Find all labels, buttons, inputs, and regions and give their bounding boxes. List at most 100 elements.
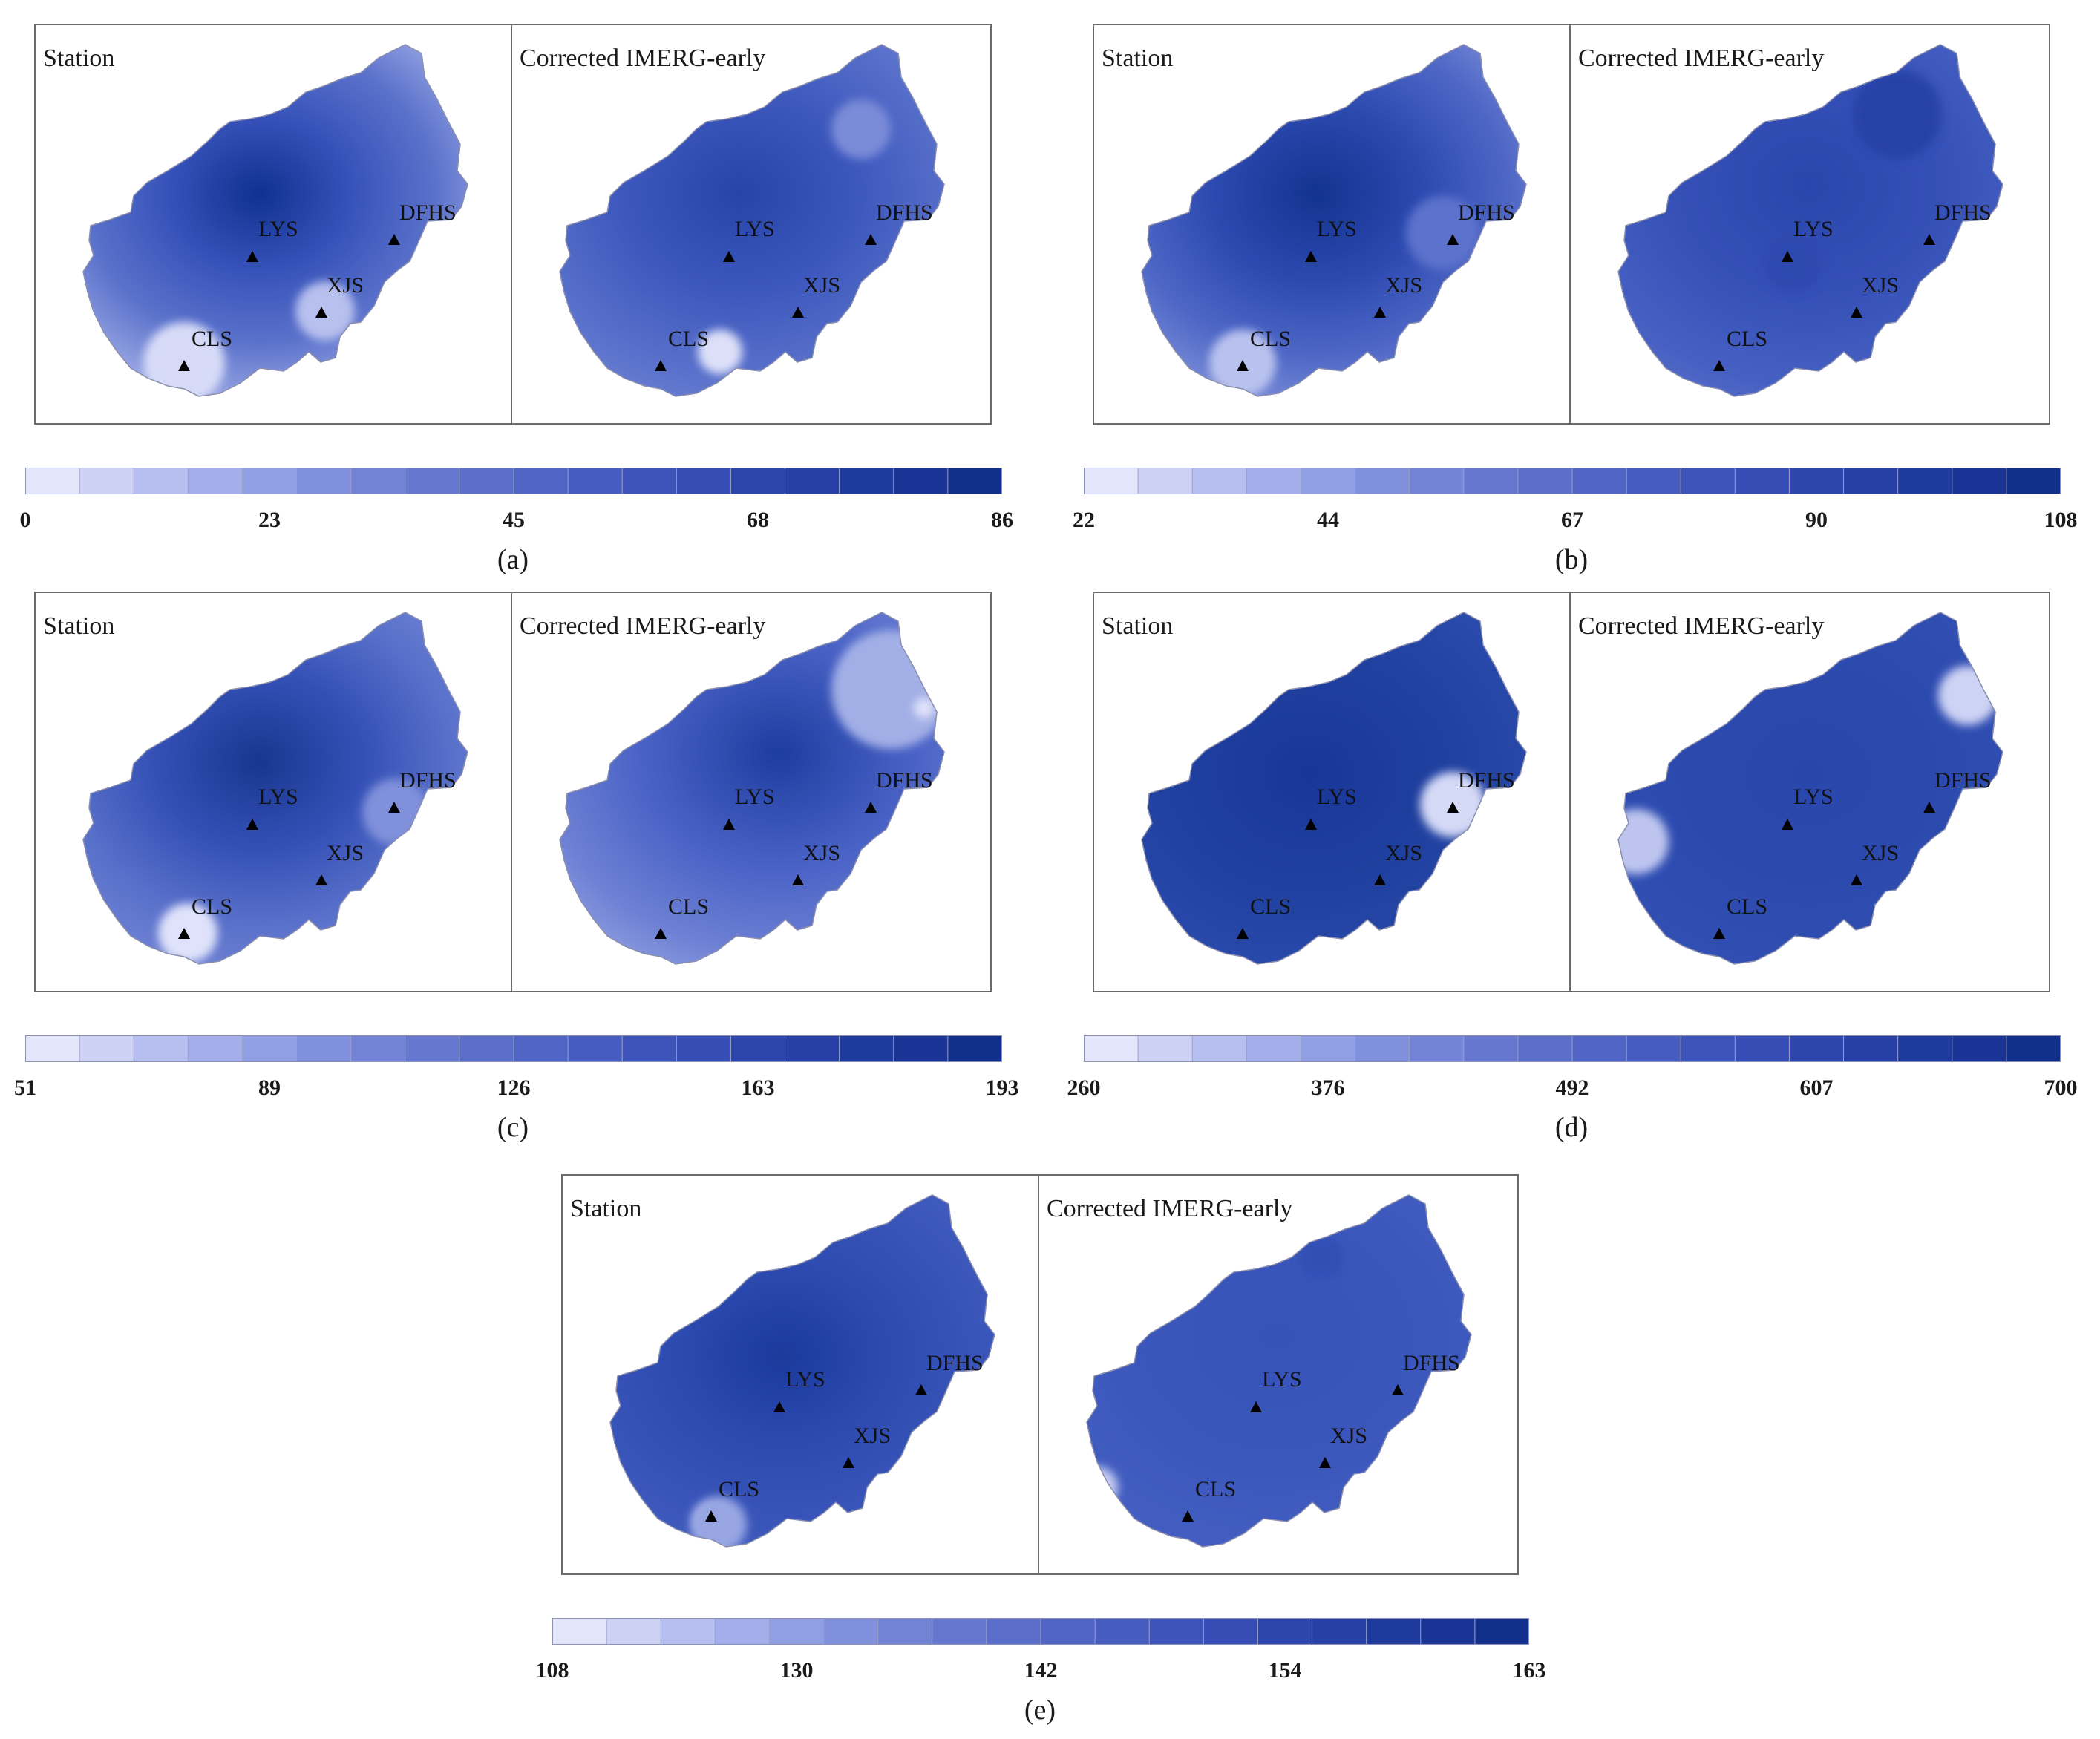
colorbar-tick-label: 44: [1317, 508, 1339, 532]
colorbar-step: [1138, 468, 1193, 494]
colorbar-tick-label: 22: [1073, 508, 1095, 532]
station-map: LYS DFHS XJS CLS Station: [1094, 25, 1569, 423]
colorbar-step: [823, 1618, 879, 1645]
station-label-cls: CLS: [1250, 327, 1291, 351]
colorbar-step: [1952, 1035, 2007, 1062]
colorbar-step: [1789, 1035, 1845, 1062]
colorbar-step: [1517, 1035, 1573, 1062]
colorbar-step: [1257, 1618, 1313, 1645]
colorbar-step: [1203, 1618, 1258, 1645]
station-label-cls: CLS: [192, 327, 232, 351]
rainfall-anomaly: [1299, 1235, 1344, 1280]
colorbar-step: [932, 1618, 987, 1645]
station-label-lys: LYS: [1317, 217, 1357, 241]
station-marker-cls: [655, 928, 667, 939]
station-label-dfhs: DFHS: [926, 1351, 984, 1375]
station-label-cls: CLS: [719, 1477, 759, 1501]
station-marker-lys: [1782, 819, 1793, 830]
colorbar-step: [1681, 468, 1736, 494]
station-marker-lys: [1305, 251, 1317, 262]
rainfall-anomaly: [1938, 666, 1998, 725]
colorbar-step: [1897, 1035, 1953, 1062]
basin-map-svg: LYS DFHS XJS CLS: [1617, 44, 2003, 397]
colorbar-tick-label: 126: [497, 1075, 531, 1100]
imerg-map-title: Corrected IMERG-early: [1578, 612, 1825, 640]
station-label-lys: LYS: [1793, 785, 1834, 809]
station-label-xjs: XJS: [327, 841, 364, 865]
station-marker-cls: [1713, 360, 1725, 371]
colorbar-step: [1463, 1035, 1519, 1062]
colorbar-step: [1041, 1618, 1096, 1645]
colorbar-step: [1149, 1618, 1204, 1645]
colorbar-step: [676, 1035, 731, 1062]
colorbar-step: [715, 1618, 770, 1645]
colorbar-step: [1409, 468, 1465, 494]
colorbar-step: [514, 1035, 569, 1062]
basin-map-svg: LYS DFHS XJS CLS: [1141, 612, 1527, 965]
imerg-map: LYS DFHS XJS CLS Corrected IMERG-early: [512, 593, 987, 991]
rainfall-anomaly: [158, 903, 217, 963]
basin-outline: [1617, 612, 2003, 965]
rainfall-anomaly: [831, 99, 891, 159]
station-label-dfhs: DFHS: [876, 768, 933, 793]
rainfall-anomaly: [690, 1496, 747, 1547]
colorbar-step: [947, 468, 1002, 494]
station-marker-cls: [655, 360, 667, 371]
colorbar-step: [242, 1035, 298, 1062]
colorbar-step: [1192, 468, 1247, 494]
colorbar-step: [1789, 468, 1845, 494]
rainfall-anomaly: [1764, 233, 1823, 292]
station-marker-cls: [705, 1510, 717, 1522]
colorbar-step: [1843, 1035, 1899, 1062]
colorbar-step: [79, 468, 134, 494]
colorbar: [1084, 1035, 2061, 1062]
colorbar-tick-label: 260: [1067, 1075, 1101, 1100]
colorbar-step: [1246, 468, 1301, 494]
station-label-lys: LYS: [735, 785, 775, 809]
imerg-map-title: Corrected IMERG-early: [520, 612, 766, 640]
station-marker-lys: [1782, 251, 1793, 262]
colorbar-step: [2006, 1035, 2061, 1062]
colorbar-step: [1517, 468, 1573, 494]
colorbar-step: [350, 468, 406, 494]
colorbar-step: [785, 1035, 840, 1062]
station-marker-dfhs: [1923, 234, 1935, 245]
panel-caption: (c): [497, 1112, 529, 1143]
colorbar-step: [25, 1035, 80, 1062]
panel-caption: (d): [1554, 1112, 1589, 1143]
imerg-map: LYS DFHS XJS CLS Corrected IMERG-early: [1571, 25, 2046, 423]
colorbar-step: [296, 1035, 352, 1062]
colorbar-step: [1681, 1035, 1736, 1062]
station-label-lys: LYS: [258, 785, 298, 809]
station-label-xjs: XJS: [327, 273, 364, 298]
panel-caption: (e): [1024, 1694, 1056, 1726]
station-map: LYS DFHS XJS CLS Station: [563, 1176, 1038, 1573]
station-label-dfhs: DFHS: [876, 200, 933, 225]
station-marker-xjs: [1374, 307, 1386, 318]
station-label-dfhs: DFHS: [1934, 200, 1992, 225]
colorbar-tick-label: 0: [19, 508, 31, 532]
colorbar-step: [839, 468, 894, 494]
station-map: LYS DFHS XJS CLS Station: [36, 25, 511, 423]
colorbar-tick-label: 90: [1805, 508, 1828, 532]
imerg-map-title: Corrected IMERG-early: [520, 45, 766, 72]
station-map-title: Station: [43, 612, 115, 640]
colorbar-step: [947, 1035, 1002, 1062]
rainfall-anomaly: [698, 330, 742, 374]
station-map: LYS DFHS XJS CLS Station: [36, 593, 511, 991]
station-map: LYS DFHS XJS CLS Station: [1094, 593, 1569, 991]
map-divider: [511, 593, 512, 991]
station-marker-xjs: [315, 307, 327, 318]
colorbar-step: [1626, 468, 1681, 494]
station-marker-dfhs: [1392, 1384, 1404, 1395]
figure-panel-b: LYS DFHS XJS CLS Station LYS DFHS XJS CLS Correct…: [1073, 24, 2078, 588]
station-marker-lys: [773, 1401, 785, 1412]
station-marker-xjs: [1851, 307, 1862, 318]
colorbar-tick-label: 193: [985, 1075, 1019, 1100]
imerg-map-title: Corrected IMERG-early: [1047, 1195, 1293, 1222]
colorbar-step: [1246, 1035, 1301, 1062]
map-divider: [511, 25, 512, 423]
colorbar-step: [730, 1035, 786, 1062]
colorbar-step: [606, 1618, 661, 1645]
basin-outline: [559, 44, 945, 397]
